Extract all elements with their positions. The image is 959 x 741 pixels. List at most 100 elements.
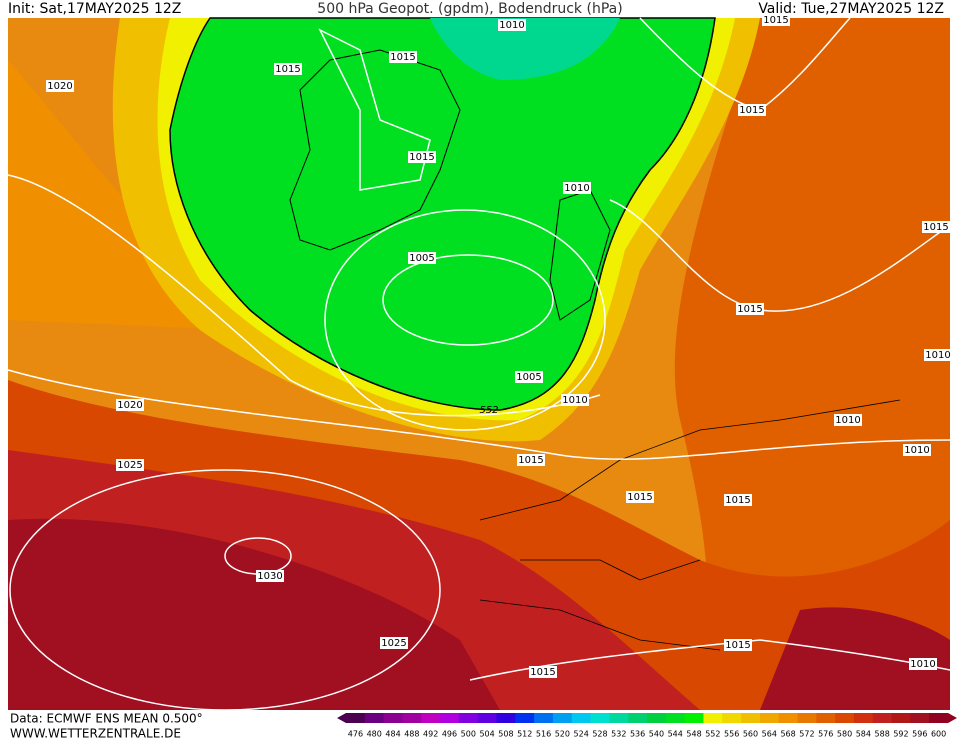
colorbar-swatch [872, 713, 893, 723]
isobar-label: 1015 [739, 105, 764, 116]
isobar-label: 1015 [627, 492, 652, 503]
isobar-label-box [46, 80, 74, 92]
colorbar-label: 580 [837, 730, 852, 739]
colorbar-label: 552 [705, 730, 720, 739]
isobar-label: 1025 [117, 460, 142, 471]
colorbar-label: 500 [461, 730, 476, 739]
isobar-label-box [256, 570, 284, 582]
colorbar-swatch [552, 713, 573, 723]
map-title: 500 hPa Geopot. (gpdm), Bodendruck (hPa) [317, 1, 622, 17]
isobar-label: 1015 [763, 15, 788, 26]
colorbar-swatch [534, 713, 554, 723]
colorbar-label: 492 [423, 730, 438, 739]
isobar-label: 1010 [910, 659, 935, 670]
colorbar-label: 520 [555, 730, 570, 739]
colorbar-label: 484 [385, 730, 400, 739]
colorbar-end [337, 713, 346, 723]
isobar-label: 1015 [725, 495, 750, 506]
colorbar-swatch [440, 713, 460, 723]
colorbar-label: 536 [630, 730, 645, 739]
colorbar-swatch [778, 713, 798, 723]
isobar-label: 1015 [409, 152, 434, 163]
colorbar-swatch [722, 713, 742, 723]
colorbar-label: 592 [893, 730, 908, 739]
field-band [430, 18, 620, 80]
isobar-label: 1015 [518, 455, 543, 466]
isobar-label: 1015 [725, 640, 750, 651]
isobar-label: 1020 [117, 400, 142, 411]
field-band [8, 518, 500, 710]
coastline [289, 49, 461, 251]
field-band [760, 607, 950, 710]
field-green [169, 17, 716, 411]
colorbar-swatch [477, 713, 497, 723]
isobar-label: 1010 [835, 415, 860, 426]
colorbar-swatch [703, 713, 723, 723]
isobar-label-box [561, 394, 589, 406]
field-band [674, 18, 950, 700]
colorbar-swatch [421, 713, 441, 723]
colorbar-swatch [515, 713, 535, 723]
isobar-labels: 1010 1015 1015 1020 1015 1015 1010 1015 1005 1015… [46, 14, 952, 678]
colorbar-swatch [628, 713, 648, 723]
isobar-label: 1030 [257, 571, 282, 582]
coastline [479, 399, 901, 651]
isobar-label-box [626, 491, 654, 503]
colorbar-swatch [383, 713, 403, 723]
isobar-label-box [274, 63, 302, 75]
isobar-label: 1010 [499, 20, 524, 31]
isobar-label-box [517, 454, 545, 466]
isobar-label: 1005 [409, 253, 434, 264]
colorbar-label: 476 [348, 730, 363, 739]
colorbar-label: 588 [875, 730, 890, 739]
colorbar-swatch [496, 713, 516, 723]
isobar-label: 1015 [737, 304, 762, 315]
isobars [7, 17, 951, 711]
colorbar-label: 596 [912, 730, 927, 739]
colorbar-label: 564 [762, 730, 777, 739]
colorbar-swatch [684, 713, 704, 723]
colorbar-swatch [891, 713, 911, 723]
isobar-label-box [116, 399, 144, 411]
colorbar-swatch [929, 713, 949, 723]
isobar-label-box [834, 414, 862, 426]
colorbar-label: 504 [479, 730, 494, 739]
website: WWW.WETTERZENTRALE.DE [10, 727, 181, 741]
colorbar-swatch [853, 713, 874, 723]
isobar-label: 1010 [904, 445, 929, 456]
isobar-label-box [563, 182, 591, 194]
isobar-label-box [924, 349, 952, 361]
colorbar-swatch [458, 713, 479, 723]
colorbar-label: 584 [856, 730, 871, 739]
colorbar-label: 572 [799, 730, 814, 739]
isobar-label-box [380, 637, 408, 649]
colorbar-end [948, 713, 957, 723]
colorbar-label: 576 [818, 730, 833, 739]
colorbar-label: 568 [780, 730, 795, 739]
colorbar-swatch [665, 713, 686, 723]
colorbar-swatch [816, 713, 836, 723]
colorbar-swatch [402, 713, 422, 723]
colorbar-label: 508 [498, 730, 513, 739]
colorbar-label: 540 [649, 730, 664, 739]
isobar-label: 552 [479, 405, 498, 416]
isobar-label-box [116, 459, 144, 471]
colorbar-swatch [647, 713, 667, 723]
colorbar-swatch [571, 713, 592, 723]
isobar-label: 1015 [275, 64, 300, 75]
colorbar-label: 600 [931, 730, 946, 739]
colorbar-label: 532 [611, 730, 626, 739]
colorbar-swatch [741, 713, 761, 723]
isobar-label-box [529, 666, 557, 678]
isobar-label-box [408, 151, 436, 163]
data-source: Data: ECMWF ENS MEAN 0.500° [10, 712, 203, 726]
colorbar-swatch [346, 713, 366, 723]
isobar-label-box [903, 444, 931, 456]
isobar-label-box [724, 494, 752, 506]
valid-time: Valid: Tue,27MAY2025 12Z [758, 1, 944, 17]
colorbar: 476 480 484 488 492 496 500 504 508 512 516 520 524 5… [337, 713, 957, 739]
colorbar-label: 512 [517, 730, 532, 739]
isobar-label-box [909, 658, 937, 670]
isobar-label: 1010 [562, 395, 587, 406]
isobar-label-box [408, 252, 436, 264]
